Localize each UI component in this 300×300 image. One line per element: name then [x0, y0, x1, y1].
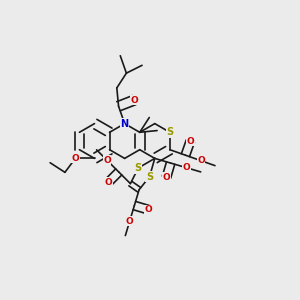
Text: S: S — [135, 163, 142, 173]
Text: O: O — [130, 96, 138, 105]
Text: O: O — [197, 156, 205, 165]
Text: O: O — [103, 156, 111, 165]
Text: O: O — [145, 205, 152, 214]
Text: S: S — [166, 127, 173, 137]
Text: O: O — [187, 137, 194, 146]
Text: S: S — [146, 172, 153, 182]
Text: O: O — [163, 173, 170, 182]
Text: N: N — [121, 118, 129, 129]
Text: O: O — [104, 178, 112, 187]
Text: O: O — [71, 154, 79, 163]
Text: O: O — [183, 163, 190, 172]
Text: O: O — [126, 217, 134, 226]
